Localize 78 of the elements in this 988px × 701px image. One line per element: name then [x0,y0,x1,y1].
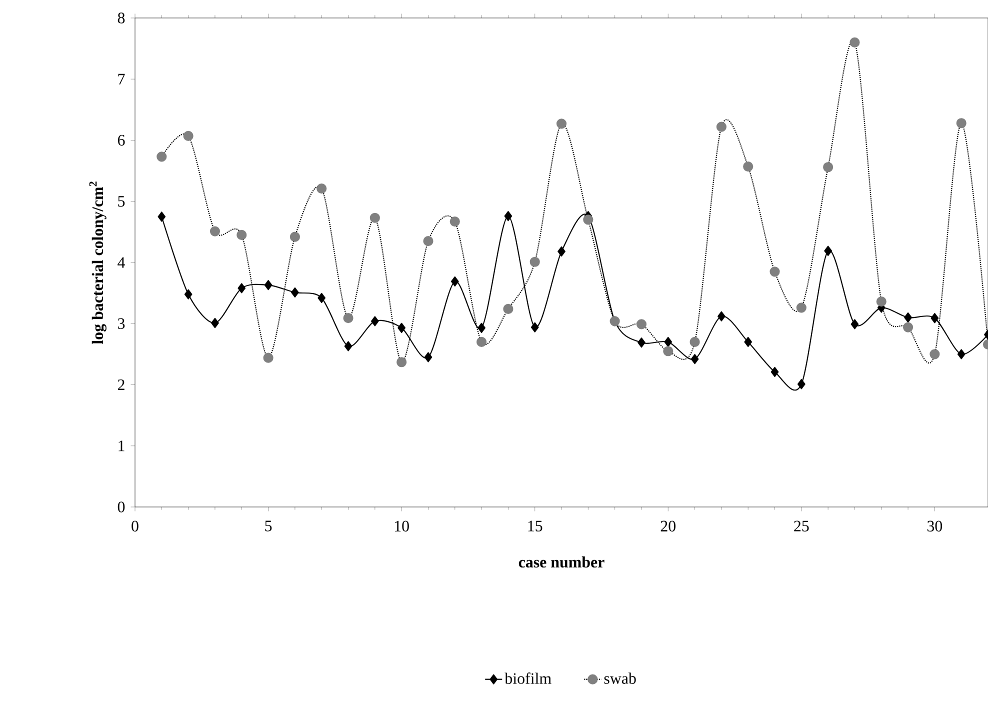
point [930,313,939,324]
point [556,118,567,129]
point [424,352,432,362]
point [291,287,299,298]
y-axis-title: log bacterial colony/cm$^{2}$ [89,182,106,344]
x-tick-label: 30 [927,520,942,532]
x-tick-label: 10 [395,520,409,532]
x-axis-title: case number [518,556,604,568]
point [583,214,594,225]
point [850,37,860,48]
point [558,246,566,257]
point [718,311,726,322]
legend-label: swab [604,672,636,684]
point [344,341,352,352]
point [797,379,806,390]
point [904,312,912,323]
point [290,232,300,242]
y-tick-label: 6 [118,134,125,146]
point [530,322,539,332]
y-tick-label: 8 [118,12,125,24]
point [423,236,434,246]
x-tick-label: 20 [660,520,676,532]
point [184,289,192,300]
point [238,283,246,294]
y-tick-label: 1 [118,440,124,452]
point [743,161,754,172]
point [478,322,486,333]
point [638,338,646,348]
point [503,304,514,314]
point [450,216,460,227]
point [318,292,326,303]
x-tick-label: 15 [528,520,542,532]
point [796,302,806,313]
y-tick-label: 0 [118,502,125,512]
point [744,336,752,347]
y-tick-label: 7 [118,74,125,84]
point [664,336,672,347]
point [902,322,914,332]
point [663,346,674,356]
x-tick-label: 25 [794,520,809,532]
point [210,226,220,236]
point [343,313,354,324]
legend-label: biofilm [504,672,552,684]
y-tick-label: 3 [118,318,125,329]
x-tick-label: 5 [265,520,272,532]
point [956,118,966,128]
point [183,130,194,142]
point [716,122,726,132]
point [876,296,886,307]
point [823,162,834,172]
point [211,318,219,328]
point [770,266,780,277]
point [530,256,540,267]
point [316,183,327,194]
point [850,319,859,330]
point [690,336,700,347]
point [476,336,487,347]
point [370,316,379,326]
point [396,357,407,368]
point [236,230,247,240]
point [370,212,380,223]
point [264,280,272,290]
point [263,352,274,363]
point [156,152,167,162]
y-tick-label: 4 [118,257,125,268]
point [690,354,699,364]
y-tick-label: 5 [118,196,125,207]
point [398,322,406,333]
point [930,349,940,360]
point [450,276,459,286]
x-tick-label: 0 [132,520,138,532]
point [636,319,647,330]
point [158,212,166,222]
point [824,246,832,256]
point [504,210,512,222]
y-tick-label: 2 [118,379,124,390]
point [957,349,966,360]
point [770,366,779,377]
